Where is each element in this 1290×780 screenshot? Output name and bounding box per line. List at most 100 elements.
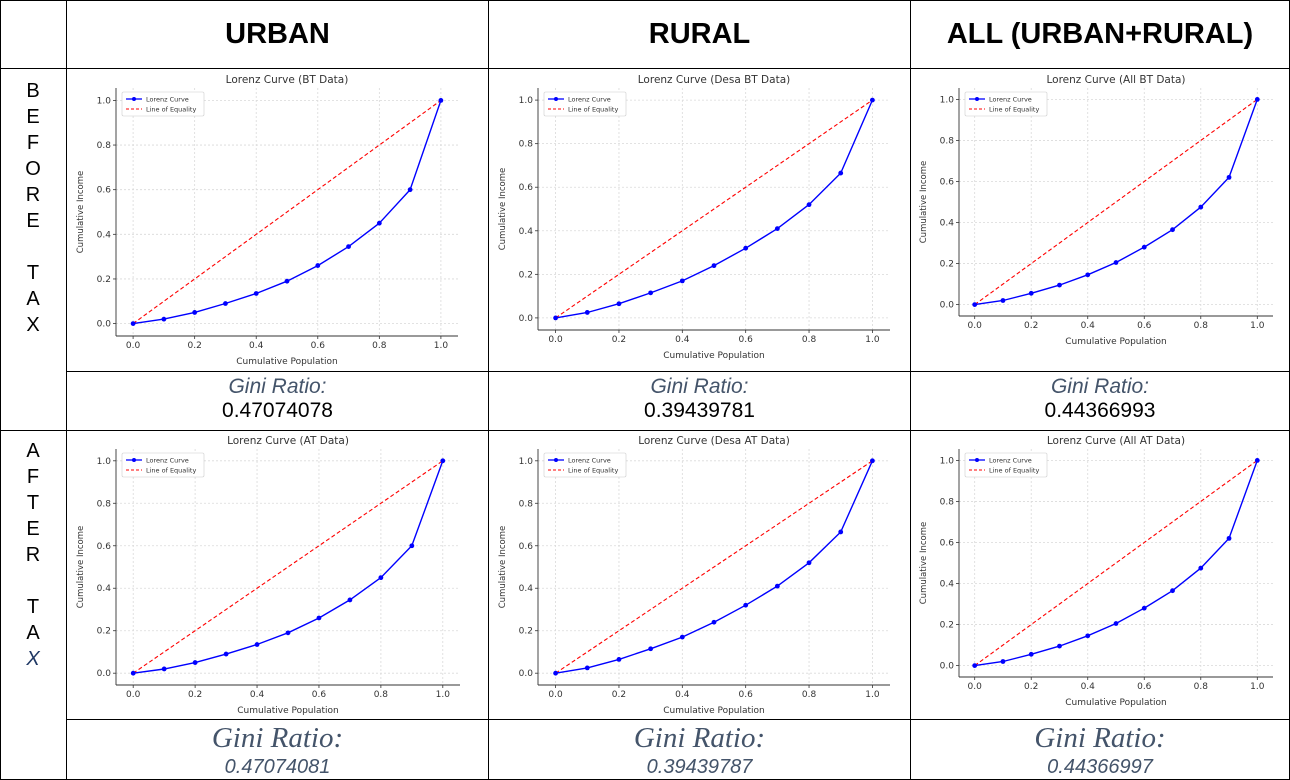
- y-axis-label: Cumulative Income: [498, 526, 508, 609]
- x-tick-label: 0.2: [612, 690, 626, 700]
- lorenz-point: [1170, 588, 1175, 594]
- lorenz-point: [1141, 605, 1147, 611]
- lorenz-point: [553, 670, 558, 676]
- row-label-letter: T: [26, 492, 40, 514]
- lorenz-point: [347, 597, 353, 603]
- x-tick-label: 0.4: [675, 335, 690, 345]
- chart-rural-before-tax: Lorenz Curve (Desa BT Data) 0.0 0.2 0.4 0.6 0…: [494, 72, 904, 362]
- header-urban: URBAN: [225, 17, 330, 50]
- y-tick-label: 0.8: [940, 497, 955, 507]
- gini-value: 0.44366997: [1047, 756, 1153, 778]
- chart-title: Lorenz Curve (All AT Data): [1047, 435, 1185, 447]
- x-tick-label: 0.8: [374, 690, 389, 700]
- table-rule-header: [0, 68, 1290, 69]
- legend-lorenz-marker: [975, 97, 979, 101]
- lorenz-point: [1226, 174, 1232, 180]
- y-axis-label: Cumulative Income: [919, 522, 929, 605]
- lorenz-point: [648, 646, 654, 652]
- gini-label: Gini Ratio:: [633, 722, 766, 754]
- y-tick-label: 0.8: [519, 140, 534, 150]
- x-tick-label: 0.4: [675, 690, 690, 700]
- y-tick-label: 0.4: [940, 219, 955, 229]
- legend-lorenz-label: Lorenz Curve: [989, 96, 1032, 104]
- x-tick-label: 0.6: [739, 690, 754, 700]
- y-tick-label: 0.0: [97, 669, 112, 679]
- x-tick-label: 0.0: [126, 341, 141, 351]
- gini-value: 0.39439787: [646, 756, 753, 778]
- y-tick-label: 0.2: [940, 621, 954, 631]
- gini-urban-after-tax: Gini Ratio: 0.47074081: [67, 721, 488, 779]
- gini-label: Gini Ratio:: [228, 375, 327, 398]
- lorenz-point: [838, 529, 844, 535]
- chart-title: Lorenz Curve (All BT Data): [1046, 74, 1185, 86]
- lorenz-point: [438, 98, 444, 103]
- row-label-letter: T: [26, 596, 40, 618]
- lorenz-point: [407, 187, 413, 193]
- lorenz-chart: Lorenz Curve (AT Data) 0.0 0.2 0.4 0.6 0.8 1.0…: [76, 435, 460, 716]
- lorenz-chart: Lorenz Curve (Desa BT Data) 0.0 0.2 0.4 0.6 0…: [498, 74, 890, 361]
- legend-equality-label: Line of Equality: [568, 106, 618, 114]
- lorenz-point: [774, 583, 780, 589]
- row-label-after-tax: A F T E R T A X: [0, 438, 66, 672]
- header-all: ALL (URBAN+RURAL): [946, 17, 1254, 50]
- lorenz-point: [774, 226, 780, 232]
- x-tick-label: 0.0: [548, 690, 563, 700]
- x-axis-label: Cumulative Population: [663, 351, 765, 361]
- y-tick-label: 0.4: [97, 584, 112, 594]
- x-tick-label: 1.0: [436, 690, 451, 700]
- y-tick-label: 0.6: [940, 177, 955, 187]
- lorenz-point: [346, 244, 351, 249]
- row-label-letter: B: [26, 80, 40, 102]
- x-axis-label: Cumulative Population: [663, 706, 765, 716]
- y-tick-label: 1.0: [97, 457, 112, 467]
- row-label-letter: O: [25, 158, 41, 180]
- lorenz-point: [1000, 659, 1006, 664]
- lorenz-point: [192, 310, 198, 315]
- lorenz-point: [711, 263, 717, 269]
- legend-lorenz-marker: [554, 458, 558, 462]
- legend-lorenz-marker: [554, 97, 558, 101]
- chart-urban-before-tax: Lorenz Curve (BT Data) 0.0 0.2 0.4 0.6 0.8 1.0…: [72, 72, 472, 368]
- lorenz-point: [161, 316, 167, 322]
- x-axis-label: Cumulative Population: [237, 706, 339, 716]
- x-tick-label: 0.0: [968, 321, 983, 331]
- gini-label: Gini Ratio:: [211, 722, 344, 754]
- legend-equality-label: Line of Equality: [146, 106, 196, 114]
- x-tick-label: 0.0: [968, 682, 983, 692]
- x-axis-label: Cumulative Population: [236, 357, 338, 367]
- lorenz-point: [1226, 535, 1232, 541]
- lorenz-chart: Lorenz Curve (BT Data) 0.0 0.2 0.4 0.6 0.8 1.0…: [76, 74, 458, 367]
- lorenz-point: [192, 660, 198, 665]
- lorenz-point: [130, 321, 136, 326]
- x-tick-label: 0.2: [1024, 321, 1038, 331]
- x-tick-label: 1.0: [1250, 682, 1265, 692]
- row-label-letter: E: [26, 106, 40, 128]
- lorenz-point: [972, 302, 978, 307]
- row-label-letter: A: [26, 440, 40, 462]
- lorenz-point: [315, 263, 321, 268]
- x-tick-label: 0.4: [1081, 321, 1096, 331]
- lorenz-point: [870, 458, 875, 464]
- y-tick-label: 0.0: [940, 662, 955, 672]
- legend-box: [543, 452, 627, 478]
- row-label-letter: E: [26, 518, 40, 540]
- lorenz-point: [1085, 272, 1091, 278]
- chart-title: Lorenz Curve (Desa AT Data): [638, 435, 790, 447]
- legend-box: [121, 452, 205, 478]
- equality-line: [974, 98, 1258, 306]
- header-rural: RURAL: [648, 17, 751, 50]
- x-tick-label: 0.8: [1194, 682, 1209, 692]
- lorenz-point: [409, 543, 415, 549]
- row-label-letter: E: [26, 210, 40, 232]
- y-tick-label: 1.0: [97, 96, 112, 106]
- y-tick-label: 0.6: [97, 542, 112, 552]
- table-border-top: [0, 0, 1290, 1]
- lorenz-point: [130, 670, 136, 676]
- lorenz-point: [616, 301, 622, 307]
- y-tick-label: 0.2: [97, 275, 111, 285]
- row-label-letter: A: [26, 288, 40, 310]
- lorenz-point: [1198, 204, 1204, 210]
- gini-label: Gini Ratio:: [1034, 722, 1166, 754]
- table-col-sep-1: [66, 0, 67, 780]
